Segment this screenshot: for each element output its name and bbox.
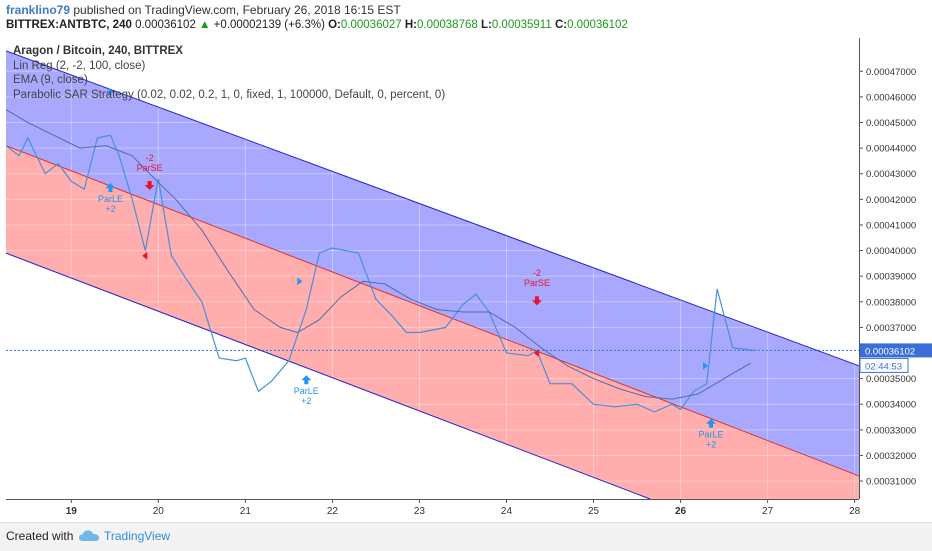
y-tick-label: 0.00041000	[866, 220, 916, 231]
price-chart[interactable]: ParLE+2-2ParSEParLE+2-2ParSEParLE+20.000…	[5, 38, 932, 522]
chart-header: franklino79 published on TradingView.com…	[0, 0, 932, 38]
sell-arrow-icon	[531, 296, 542, 306]
x-axis-area	[6, 499, 859, 522]
buy-signal-label: ParLE	[699, 430, 724, 440]
signal-triangle-icon	[142, 251, 148, 260]
y-tick-label: 0.00038000	[866, 297, 916, 308]
signal-triangle-icon	[533, 349, 539, 358]
symbol-label: BITTREX:ANTBTC, 240	[6, 19, 132, 31]
countdown-label: 02:44:53	[865, 361, 902, 372]
sell-signal-qty: -2	[146, 153, 154, 163]
signal-triangle-icon	[702, 361, 708, 370]
ohlc-bar: BITTREX:ANTBTC, 240 0.00036102 ▲ +0.0000…	[6, 19, 628, 31]
legend-symbol: Aragon / Bitcoin, 240, BITTREX	[13, 45, 183, 57]
y-tick-label: 0.00031000	[866, 477, 916, 488]
x-tick-label: 26	[675, 506, 687, 517]
x-tick-label: 20	[153, 506, 165, 517]
signal-triangle-icon	[297, 277, 303, 286]
signal-triangle-icon	[108, 87, 114, 96]
open-label: O:	[328, 19, 341, 31]
price-tag	[860, 343, 932, 358]
y-tick-label: 0.00039000	[866, 272, 916, 283]
buy-signal-qty: +2	[301, 396, 311, 406]
countdown-tag	[859, 357, 909, 373]
low-value: 0.00035911	[491, 19, 552, 31]
low-label: L:	[480, 19, 492, 31]
y-tick-label: 0.00032000	[866, 451, 916, 462]
tradingview-cloud-icon	[78, 529, 100, 548]
legend-linreg: Lin Reg (2, -2, 100, close)	[13, 59, 146, 72]
open-value: 0.00036027	[340, 19, 402, 31]
x-tick-label: 28	[849, 506, 861, 517]
middle-regression-line	[5, 145, 860, 477]
lower-channel-fill	[6, 145, 859, 500]
published-text: published on TradingView.com, February 2…	[73, 3, 401, 17]
legend-ema: EMA (9, close)	[13, 74, 88, 86]
y-axis-area	[859, 38, 932, 522]
y-tick-label: 0.00043000	[866, 169, 916, 180]
y-tick-label: 0.00034000	[866, 400, 916, 411]
sell-signal-label: ParSE	[137, 163, 163, 173]
buy-signal-qty: +2	[105, 204, 115, 214]
created-with-text: Created with	[6, 529, 74, 543]
x-tick-label: 24	[501, 506, 513, 517]
legend-psar: Parabolic SAR Strategy (0.02, 0.02, 0.2,…	[13, 88, 446, 101]
sell-signal-qty: -2	[533, 268, 541, 278]
high-label: H:	[404, 19, 417, 31]
y-tick-label: 0.00046000	[866, 92, 916, 103]
tradingview-brand[interactable]: TradingView	[104, 529, 171, 543]
buy-arrow-icon	[706, 418, 717, 428]
x-tick-label: 21	[240, 506, 252, 517]
y-tick-label: 0.00040000	[866, 246, 916, 257]
x-tick-label: 27	[762, 506, 774, 517]
indicator-legend: Aragon / Bitcoin, 240, BITTREX Lin Reg (…	[13, 44, 445, 102]
up-arrow-icon: ▲	[199, 19, 211, 31]
upper-channel-line	[5, 50, 860, 367]
x-tick-label: 22	[327, 506, 339, 517]
price-line	[5, 134, 755, 413]
x-tick-label: 23	[414, 506, 426, 517]
y-tick-label: 0.00044000	[866, 144, 916, 155]
sell-arrow-icon	[144, 180, 155, 190]
lower-channel-line	[5, 252, 651, 500]
y-tick-label: 0.00035000	[866, 374, 916, 385]
y-tick-label: 0.00047000	[866, 67, 916, 78]
price-tag-label: 0.00036102	[865, 346, 915, 357]
buy-signal-label: ParLE	[294, 386, 319, 396]
sell-signal-label: ParSE	[524, 278, 550, 288]
y-tick-label: 0.00045000	[866, 118, 916, 129]
y-tick-label: 0.00037000	[866, 323, 916, 334]
y-tick-label: 0.00033000	[866, 425, 916, 436]
upper-channel-fill	[6, 50, 859, 476]
close-value: 0.00036102	[567, 19, 628, 31]
last-price: 0.00036102	[135, 19, 196, 31]
y-tick-label: 0.00042000	[866, 195, 916, 206]
chart-area[interactable]: ParLE +2 -2 ParSE ParLE +2 -2 ParSE ParLE +2 0.000…	[5, 38, 932, 522]
buy-arrow-icon	[105, 183, 116, 193]
buy-signal-label: ParLE	[98, 194, 123, 204]
high-value: 0.00038768	[417, 19, 478, 31]
x-tick-label: 19	[66, 506, 78, 517]
close-label: C:	[554, 19, 568, 31]
price-change: +0.00002139 (+6.3%)	[213, 19, 325, 31]
x-tick-label: 25	[588, 506, 600, 517]
buy-signal-qty: +2	[706, 440, 716, 450]
footer: Created with TradingView	[0, 522, 932, 551]
ema-line	[5, 109, 751, 400]
author-link[interactable]: franklino79	[6, 3, 71, 17]
publish-info: franklino79 published on TradingView.com…	[6, 3, 401, 17]
buy-arrow-icon	[301, 375, 312, 385]
